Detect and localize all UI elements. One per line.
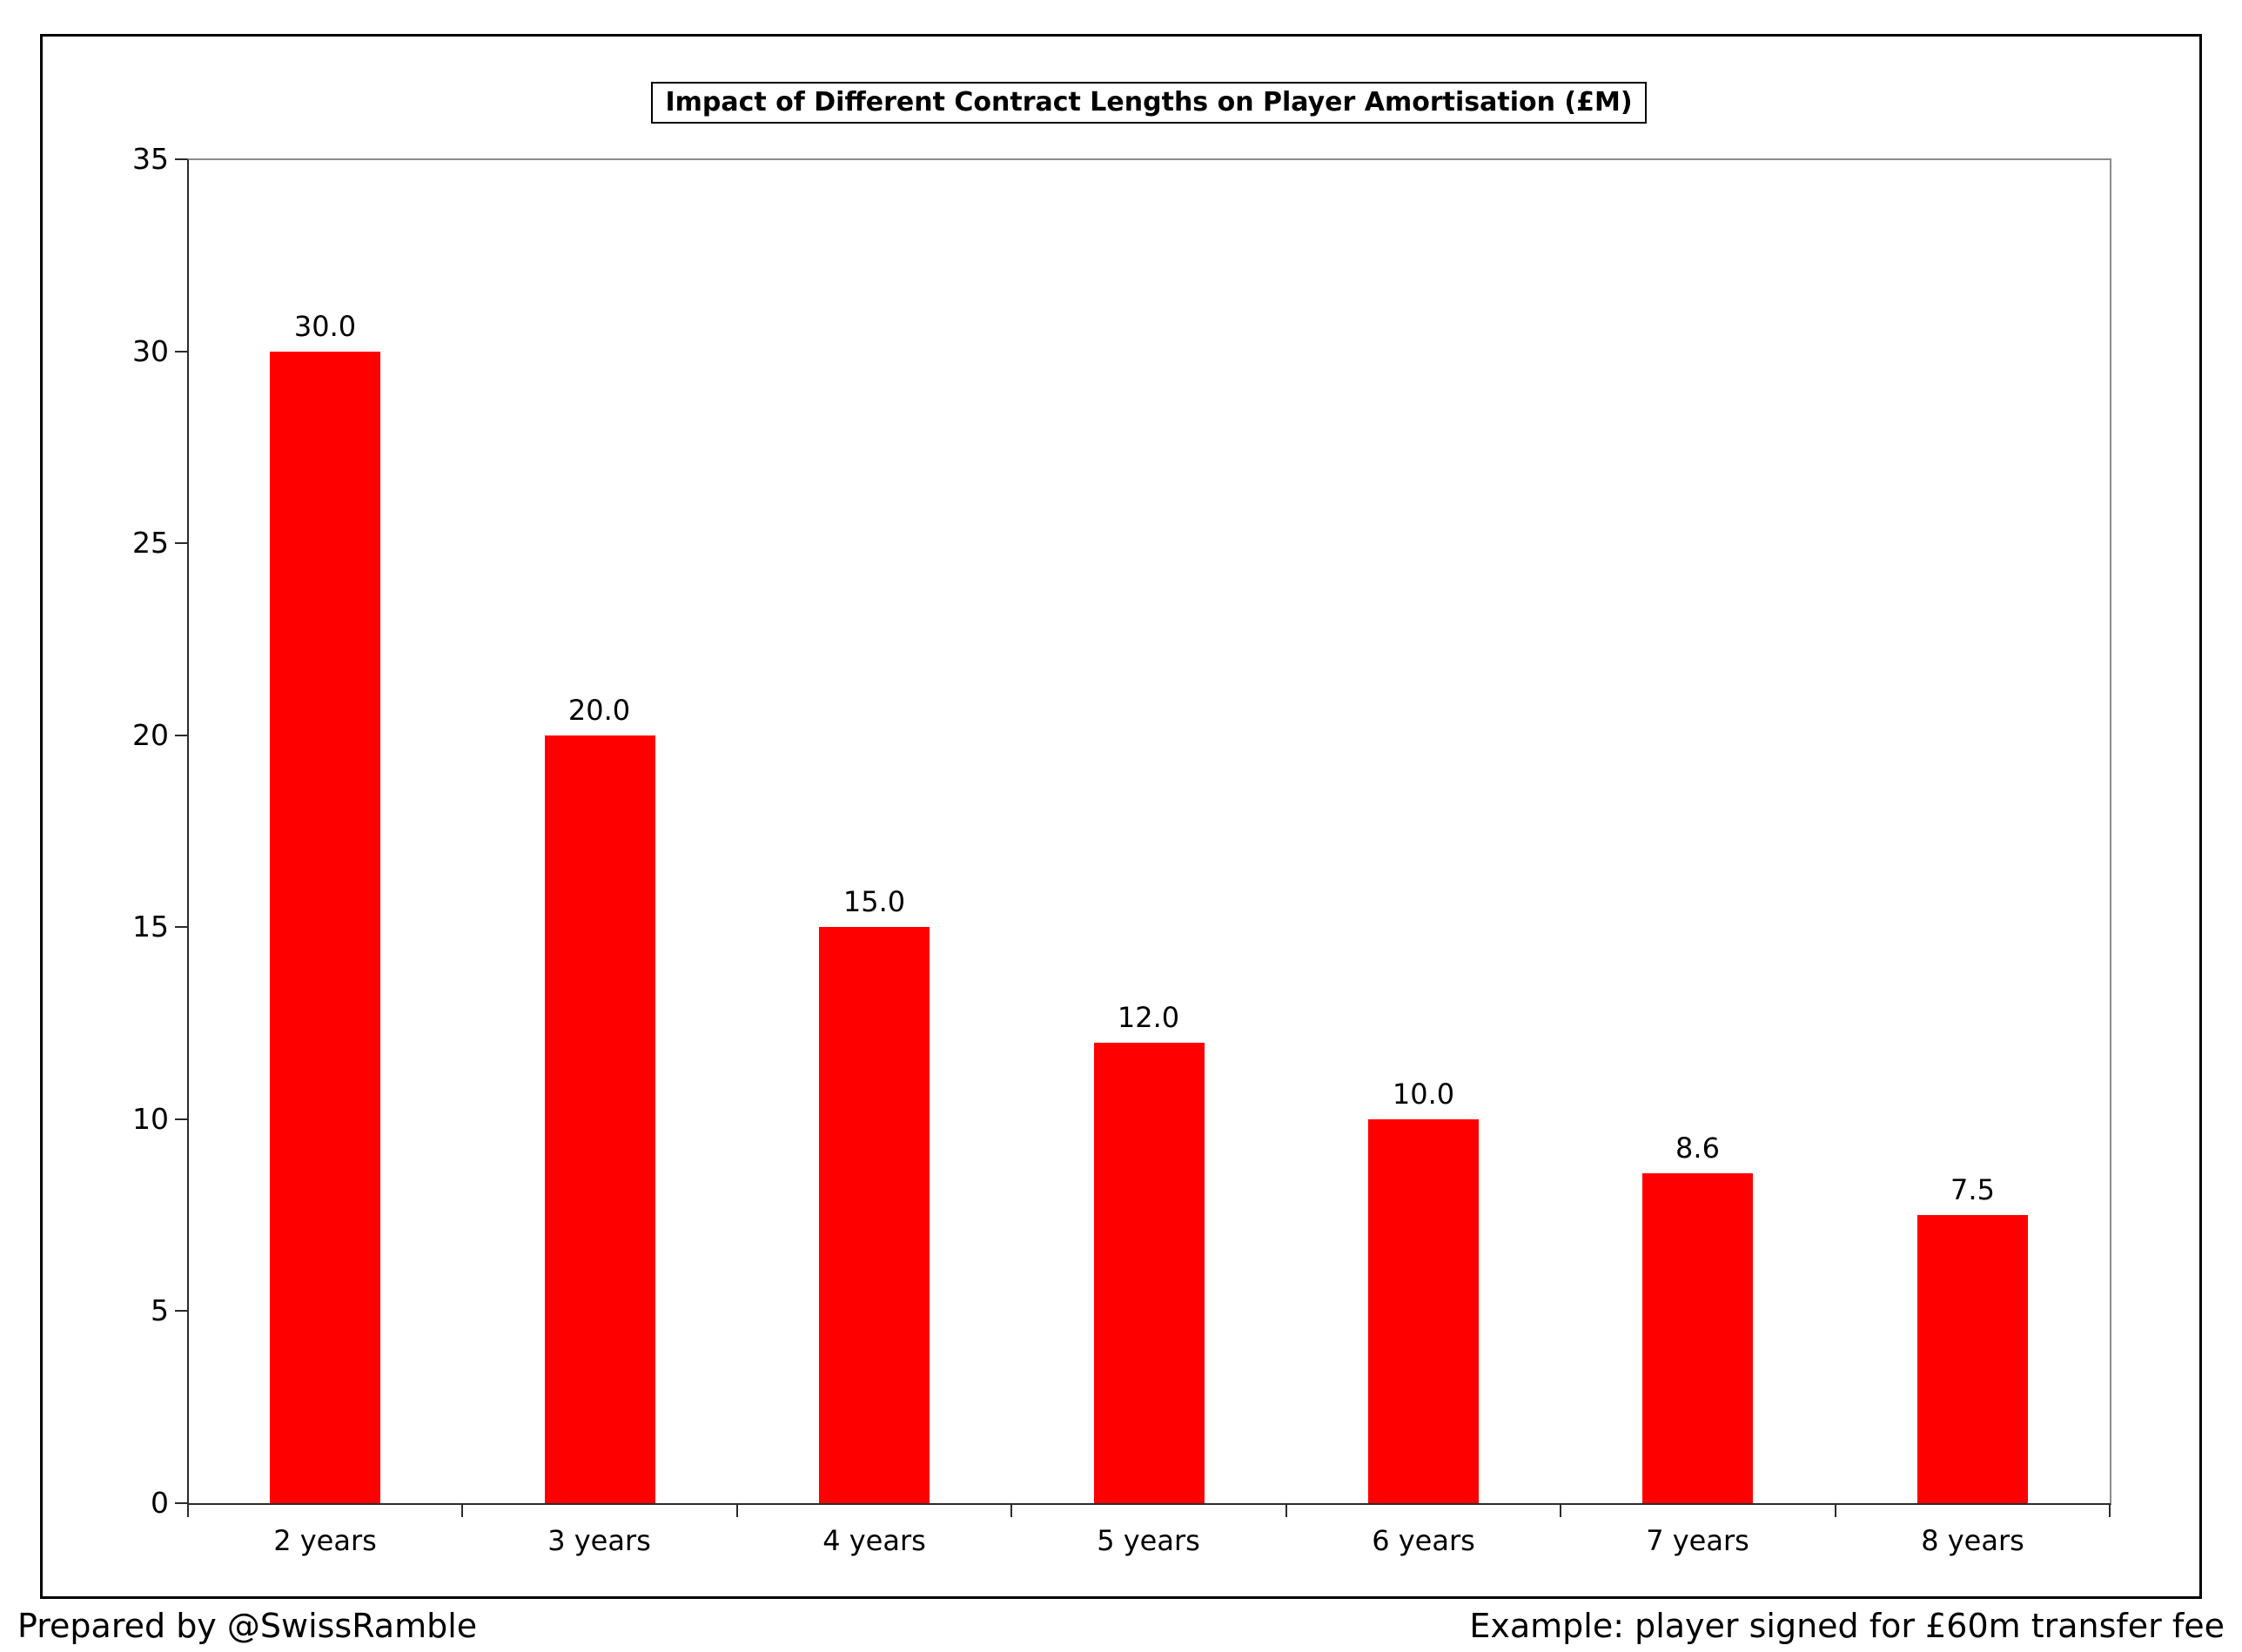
bar bbox=[1642, 1173, 1753, 1503]
x-axis-tick bbox=[187, 1503, 189, 1517]
footer-credit: Prepared by @SwissRamble bbox=[17, 1607, 478, 1645]
y-axis-tick-label: 20 bbox=[132, 718, 169, 752]
x-axis-tick bbox=[1285, 1503, 1287, 1517]
x-category-label: 6 years bbox=[1372, 1524, 1475, 1557]
y-axis-tick-label: 15 bbox=[132, 910, 169, 944]
bar bbox=[545, 735, 655, 1503]
y-axis-tick bbox=[175, 351, 187, 353]
y-axis-tick-label: 30 bbox=[132, 334, 169, 368]
bar-value-label: 20.0 bbox=[567, 694, 631, 727]
bar-value-label: 12.0 bbox=[1117, 1001, 1180, 1034]
bar bbox=[819, 927, 930, 1503]
bar bbox=[270, 352, 380, 1503]
bar bbox=[1368, 1119, 1479, 1503]
y-axis-tick bbox=[175, 926, 187, 928]
y-axis-tick-label: 0 bbox=[151, 1486, 169, 1520]
bar-value-label: 7.5 bbox=[1950, 1173, 1995, 1206]
x-axis-tick bbox=[1835, 1503, 1836, 1517]
y-axis-tick bbox=[175, 735, 187, 736]
y-axis-tick bbox=[175, 542, 187, 544]
y-axis-tick-label: 5 bbox=[151, 1293, 169, 1327]
y-axis-tick-label: 35 bbox=[132, 142, 169, 176]
x-axis-tick bbox=[461, 1503, 463, 1517]
title-row: Impact of Different Contract Lengths on … bbox=[188, 82, 2110, 124]
x-axis-tick bbox=[1560, 1503, 1561, 1517]
y-axis-tick bbox=[175, 158, 187, 160]
x-axis-tick bbox=[736, 1503, 738, 1517]
bar-value-label: 8.6 bbox=[1675, 1132, 1720, 1165]
x-category-label: 7 years bbox=[1646, 1524, 1749, 1557]
chart-title: Impact of Different Contract Lengths on … bbox=[651, 82, 1647, 124]
x-category-label: 8 years bbox=[1921, 1524, 2024, 1557]
x-category-label: 5 years bbox=[1097, 1524, 1200, 1557]
x-axis-tick bbox=[2109, 1503, 2111, 1517]
bar bbox=[1094, 1043, 1205, 1503]
y-axis-tick bbox=[175, 1118, 187, 1120]
bar-value-label: 10.0 bbox=[1392, 1078, 1455, 1111]
x-category-label: 2 years bbox=[273, 1524, 377, 1557]
bar-value-label: 30.0 bbox=[293, 310, 357, 343]
footer-example-note: Example: player signed for £60m transfer… bbox=[1469, 1607, 2225, 1645]
y-axis-tick bbox=[175, 1502, 187, 1504]
y-axis-tick bbox=[175, 1310, 187, 1312]
footer-row: Prepared by @SwissRamble Example: player… bbox=[17, 1607, 2225, 1645]
x-axis-tick bbox=[1010, 1503, 1012, 1517]
y-axis-tick-label: 25 bbox=[132, 526, 169, 560]
x-category-label: 3 years bbox=[547, 1524, 651, 1557]
x-category-label: 4 years bbox=[822, 1524, 926, 1557]
bar-value-label: 15.0 bbox=[842, 885, 906, 918]
bar bbox=[1917, 1215, 2028, 1503]
y-axis-tick-label: 10 bbox=[132, 1102, 169, 1136]
